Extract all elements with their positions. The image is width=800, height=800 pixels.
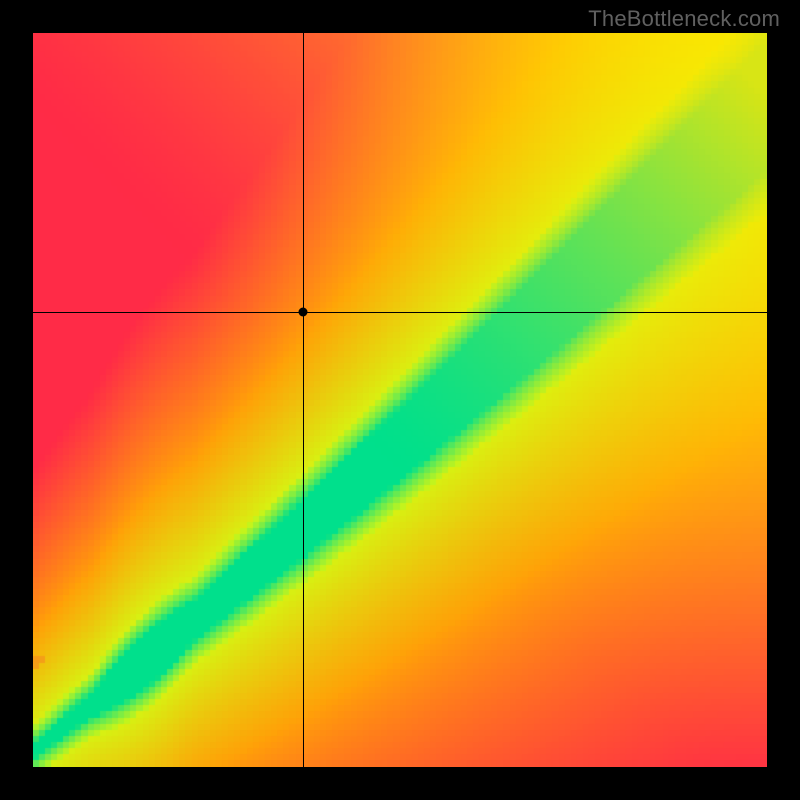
selection-marker-dot [299,307,308,316]
crosshair-horizontal-line [33,312,767,313]
bottleneck-heatmap [33,33,767,767]
crosshair-vertical-line [303,33,304,767]
watermark-text: TheBottleneck.com [588,6,780,32]
heatmap-plot-area [33,33,767,767]
